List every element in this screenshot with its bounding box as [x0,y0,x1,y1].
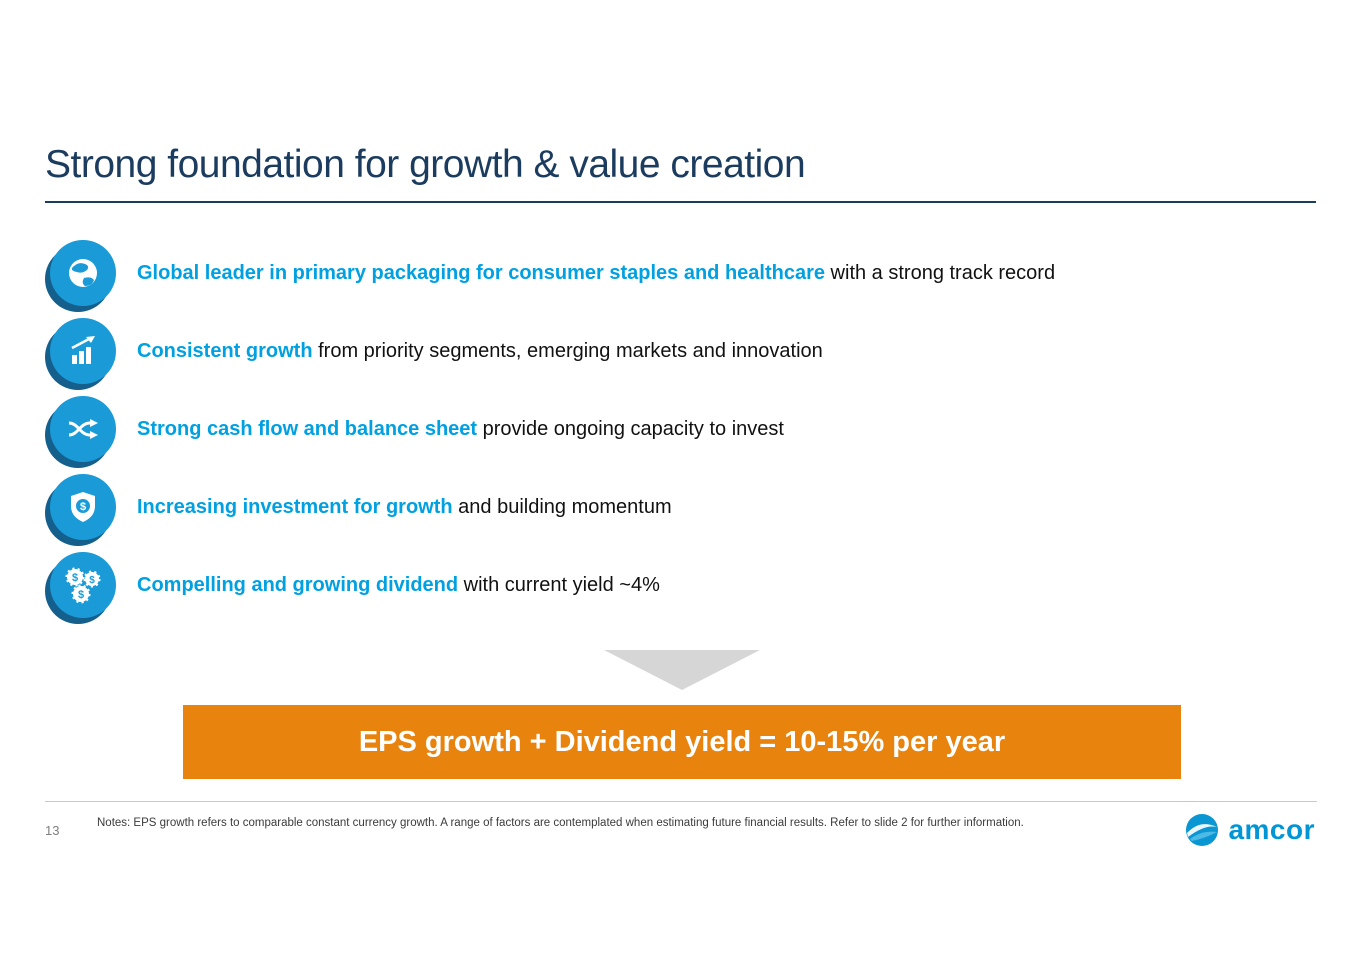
bullet-rest: and building momentum [452,495,672,518]
title-underline [45,201,1316,203]
bullet-item: Consistent growth from priority segments… [50,312,1330,390]
amcor-logo-mark-icon [1186,814,1219,846]
svg-text:$: $ [78,589,84,601]
down-arrow-icon [604,650,760,690]
amcor-logo: amcor [1184,812,1315,848]
bullet-rest: from priority segments, emerging markets… [312,339,823,362]
bullet-item: Strong cash flow and balance sheet provi… [50,390,1330,468]
bullet-list: Global leader in primary packaging for c… [50,234,1330,624]
dividend-gears-icon-graphic: $ $ $ [65,567,101,604]
bullet-item: $ Increasing investment for growth and b… [50,468,1330,546]
page-number: 13 [45,823,60,838]
footer-divider [45,801,1317,802]
growth-chart-icon [50,318,116,384]
bullet-text: Compelling and growing dividend with cur… [137,573,660,598]
bullet-text: Global leader in primary packaging for c… [137,261,1055,286]
bullet-text: Strong cash flow and balance sheet provi… [137,417,784,442]
bullet-highlight: Consistent growth [137,339,313,362]
bullet-highlight: Strong cash flow and balance sheet [137,417,478,440]
globe-icon [50,240,116,306]
svg-text:$: $ [89,575,95,586]
bullet-highlight: Global leader in primary packaging for c… [137,261,825,284]
bullet-rest: with current yield ~4% [458,573,660,596]
footer-notes: Notes: EPS growth refers to comparable c… [97,817,1024,829]
bullet-text: Consistent growth from priority segments… [137,339,823,364]
summary-banner: EPS growth + Dividend yield = 10-15% per… [183,705,1181,779]
bullet-item: Global leader in primary packaging for c… [50,234,1330,312]
bullet-rest: with a strong track record [825,261,1056,284]
globe-icon-graphic [69,259,97,287]
dividend-gears-icon: $ $ $ [50,552,116,618]
cash-flow-icon-graphic [68,419,98,439]
page-title: Strong foundation for growth & value cre… [45,143,806,186]
bullet-text: Increasing investment for growth and bui… [137,495,672,520]
shield-dollar-icon-graphic: $ [71,492,95,522]
svg-text:$: $ [72,572,78,584]
bullet-item: $ $ $ Compelling and growing dividend wi… [50,546,1330,624]
bullet-highlight: Increasing investment for growth [137,495,453,518]
shield-dollar-icon: $ [50,474,116,540]
cash-flow-icon [50,396,116,462]
bullet-rest: provide ongoing capacity to invest [477,417,784,440]
amcor-logo-text: amcor [1228,814,1315,845]
growth-chart-icon-graphic [71,336,95,364]
svg-text:$: $ [80,501,86,513]
bullet-highlight: Compelling and growing dividend [137,573,459,596]
